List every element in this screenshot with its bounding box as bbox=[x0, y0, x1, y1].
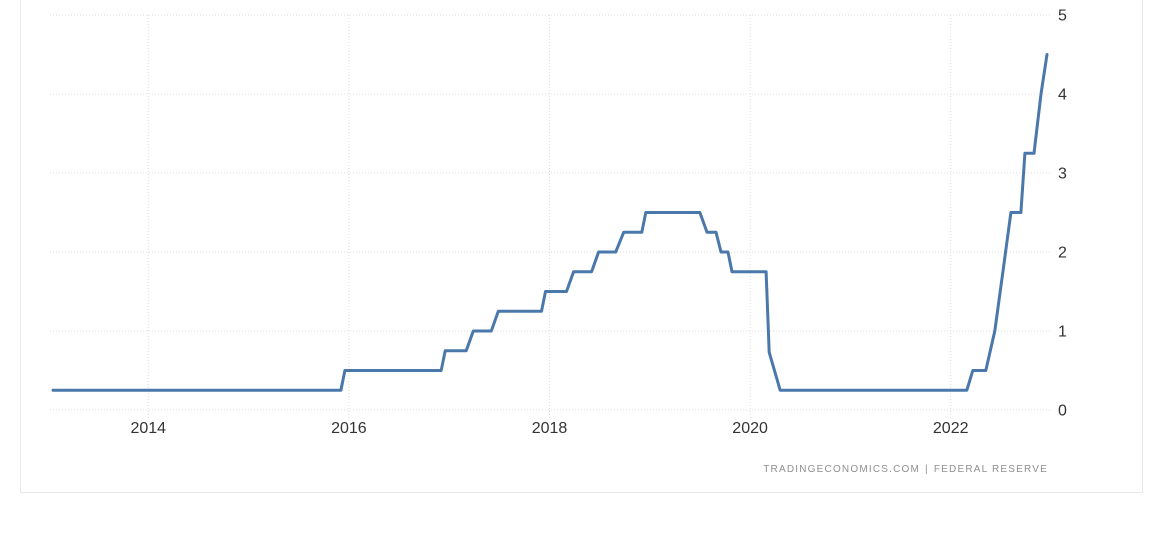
x-axis-tick-label: 2014 bbox=[130, 420, 166, 437]
chart-card bbox=[20, 0, 1143, 493]
x-axis-tick-label: 2018 bbox=[532, 420, 568, 437]
rate-series-line bbox=[51, 53, 1049, 392]
attribution-source: TRADINGECONOMICS.COM bbox=[763, 464, 921, 475]
attribution-provider: FEDERAL RESERVE bbox=[933, 464, 1048, 475]
source-attribution: TRADINGECONOMICS.COM | FEDERAL RESERVE bbox=[763, 464, 1048, 475]
y-axis-tick-label: 4 bbox=[1058, 87, 1067, 104]
x-axis-tick-label: 2020 bbox=[732, 420, 768, 437]
y-axis-tick-label: 3 bbox=[1058, 166, 1067, 183]
x-axis-tick-label: 2016 bbox=[331, 420, 367, 437]
y-axis-tick-label: 5 bbox=[1058, 8, 1067, 25]
x-axis-tick-label: 2022 bbox=[933, 420, 969, 437]
y-axis-tick-label: 2 bbox=[1058, 245, 1067, 262]
y-axis-tick-label: 0 bbox=[1058, 403, 1067, 420]
attribution-separator: | bbox=[925, 464, 929, 475]
y-axis-tick-label: 1 bbox=[1058, 324, 1067, 341]
